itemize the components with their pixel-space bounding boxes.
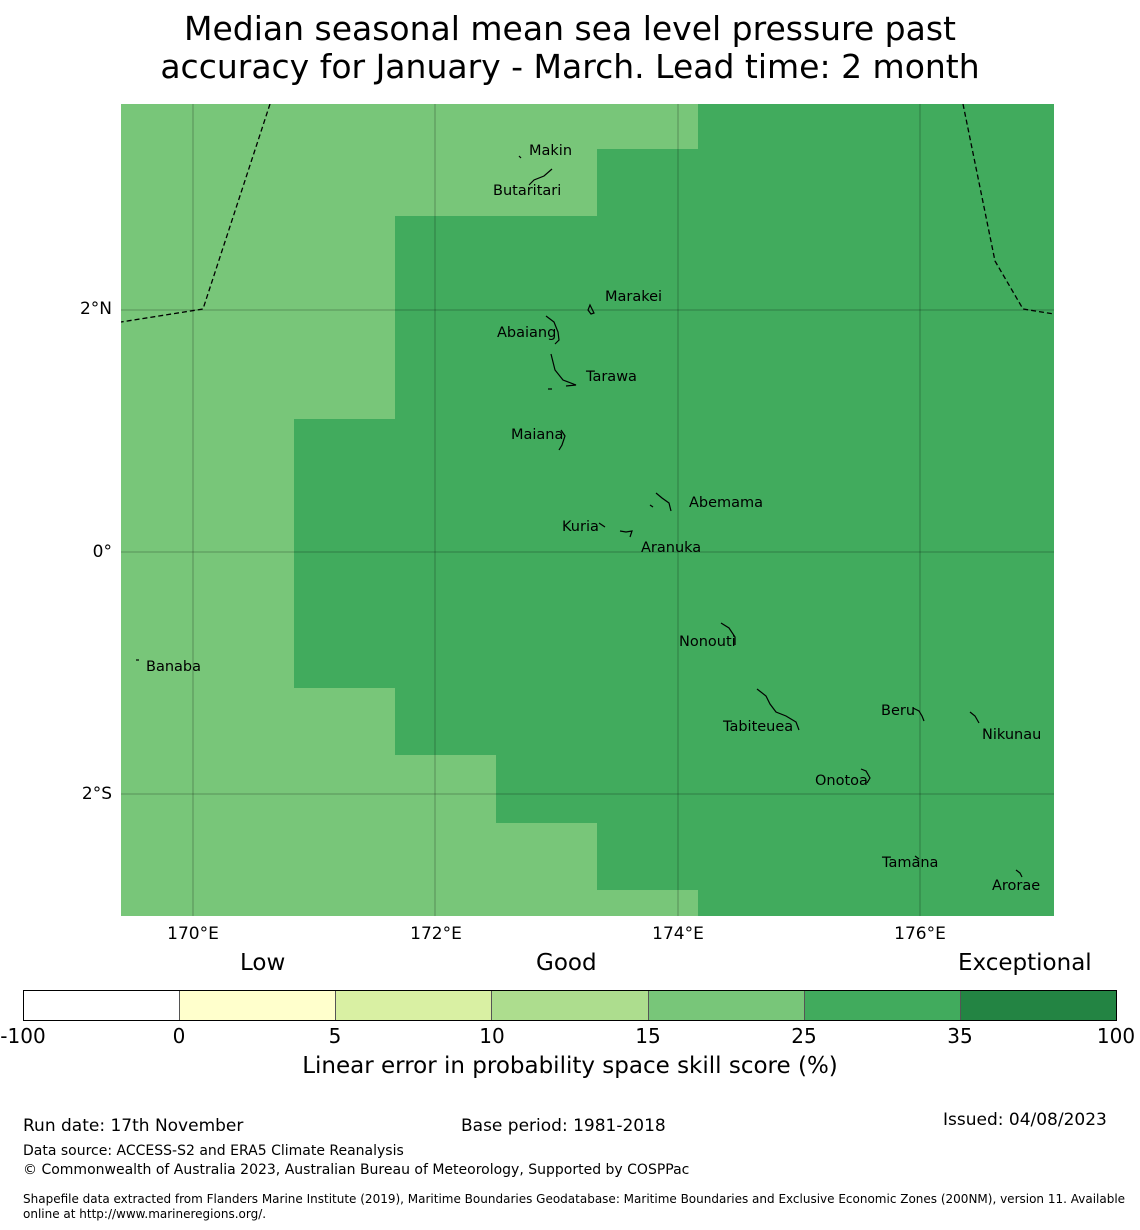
y-axis-label-2n: 2°N [79,299,112,319]
island-label-nikunau: Nikunau [982,727,1041,743]
colorbar-tick: 100 [1096,1024,1136,1048]
y-axis-label-2s: 2°S [81,784,112,804]
colorbar-tick: 10 [479,1024,505,1048]
skill-score-map: Makin Butaritari Marakei Abaiang Tarawa … [121,104,1054,916]
colorbar-tick: 15 [635,1024,661,1048]
colorbar-tick: 25 [791,1024,817,1048]
colorbar-segment [24,991,181,1020]
colorbar-label: Linear error in probability space skill … [302,1053,838,1079]
island-label-butaritari: Butaritari [493,183,561,199]
island-label-abaiang: Abaiang [497,325,556,341]
island-outlines [136,155,1023,878]
island-label-tabiteuea: Tabiteuea [722,719,793,735]
title-line-2: accuracy for January - March. Lead time:… [160,47,980,86]
base-period: Base period: 1981-2018 [461,1116,666,1136]
colorbar-tick: 0 [172,1024,186,1048]
graticule [121,104,1054,916]
eez-boundary [121,104,1054,323]
legend-category-good: Good [536,950,597,976]
island-label-maiana: Maiana [511,427,563,443]
colorbar-segment [648,991,805,1020]
x-axis-label-170e: 170°E [167,924,219,944]
region-25-35 [294,104,1054,916]
island-label-arorae: Arorae [992,878,1040,894]
island-labels: Makin Butaritari Marakei Abaiang Tarawa … [146,143,1041,894]
shapefile-credit: Shapefile data extracted from Flanders M… [23,1192,1126,1221]
y-axis-label-0: 0° [92,542,112,562]
island-label-makin: Makin [529,143,572,159]
colorbar-segment [804,991,961,1020]
island-label-abemama: Abemama [689,495,763,511]
colorbar-tick: 35 [947,1024,973,1048]
colorbar-tick: 5 [328,1024,342,1048]
colorbar-segment [336,991,493,1020]
colorbar-segment [960,991,1116,1020]
island-label-banaba: Banaba [146,659,201,675]
issued-date: Issued: 04/08/2023 [943,1110,1107,1130]
x-axis-label-176e: 176°E [894,924,946,944]
colorbar-tick: -100 [0,1024,46,1048]
island-label-nonouti: Nonouti [679,634,736,650]
colorbar-segment [180,991,337,1020]
island-label-kuria: Kuria [562,519,599,535]
x-axis-label-172e: 172°E [410,924,462,944]
copyright: © Commonwealth of Australia 2023, Austra… [23,1162,690,1178]
run-date: Run date: 17th November [23,1116,244,1136]
legend-category-exceptional: Exceptional [958,950,1092,976]
island-label-onotoa: Onotoa [815,773,868,789]
island-label-marakei: Marakei [605,289,662,305]
chart-title: Median seasonal mean sea level pressure … [0,10,1140,86]
data-source: Data source: ACCESS-S2 and ERA5 Climate … [23,1143,404,1159]
island-label-beru: Beru [881,703,915,719]
title-line-1: Median seasonal mean sea level pressure … [184,9,956,48]
island-label-tamana: Tamana [881,855,938,871]
colorbar [23,990,1117,1021]
x-axis-label-174e: 174°E [652,924,704,944]
legend-category-low: Low [240,950,286,976]
island-label-tarawa: Tarawa [585,369,637,385]
island-label-aranuka: Aranuka [641,540,701,556]
colorbar-segment [492,991,649,1020]
